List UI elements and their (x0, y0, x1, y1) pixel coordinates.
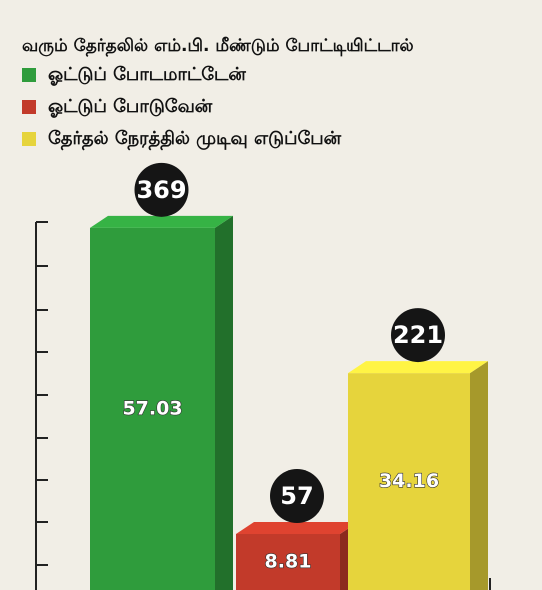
bar-front (236, 534, 340, 590)
count-label: 57 (280, 482, 313, 510)
bar (90, 215, 233, 590)
axis (35, 221, 491, 590)
legend-label: தேர்தல் நேரத்தில் முடிவு எடுப்பேன் (48, 128, 342, 151)
value-label: 57.03 (122, 397, 182, 419)
bar-front (90, 227, 215, 590)
bar-top (348, 361, 488, 374)
bar-top (90, 215, 233, 228)
count-label: 369 (136, 176, 186, 204)
legend-label: ஓட்டுப் போடமாட்டேன் (48, 64, 246, 85)
bar-front (348, 373, 470, 590)
count-badge (134, 162, 189, 217)
value-label: 34.16 (379, 470, 439, 492)
bar-top (236, 522, 358, 535)
count-badge (270, 469, 324, 524)
legend-swatch (22, 132, 36, 146)
bar-side (215, 215, 233, 590)
chart-title: வரும் தேர்தலில் எம்.பி. மீண்டும் போட்டிய… (22, 36, 414, 56)
value-label: 8.81 (265, 551, 312, 573)
legend-label: ஓட்டுப் போடுவேன் (48, 96, 213, 117)
legend-swatch (22, 100, 36, 114)
count-label: 221 (393, 321, 443, 349)
bar (348, 361, 488, 590)
legend-swatch (22, 68, 36, 82)
bar-side (470, 361, 488, 590)
count-badge (391, 308, 445, 363)
